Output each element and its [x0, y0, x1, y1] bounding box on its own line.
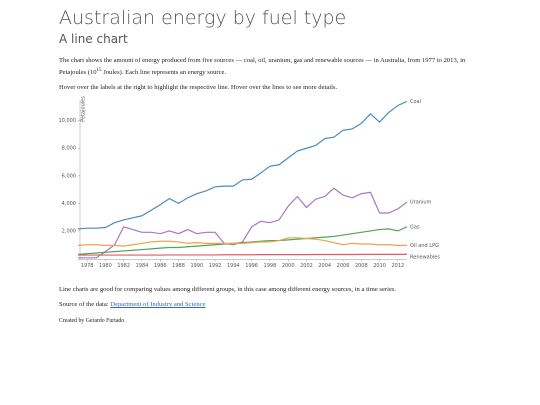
comparison-note: Line charts are good for comparing value…	[59, 286, 397, 293]
series-label: Gas	[410, 224, 420, 230]
x-tick-label: 1988	[172, 263, 185, 269]
source: Source of the data: Department of Indust…	[59, 300, 484, 310]
credit: Created by Gerardo Furtado.	[59, 318, 126, 324]
y-tick-label: 8,000	[62, 146, 76, 152]
series-label: Renewables	[410, 255, 440, 261]
x-tick-label: 2002	[300, 263, 313, 269]
chart: Petajoules 2,000 4,000 6,000 8,000 10,000 197…	[59, 96, 441, 269]
series-label: Oil and LPG	[410, 243, 439, 249]
y-tick-label: 4,000	[62, 201, 76, 207]
series-line	[78, 187, 408, 259]
hover-note: Hover over the labels at the right to hi…	[59, 84, 338, 91]
intro-text: Joules). Each line represents an energy …	[101, 69, 227, 77]
series-line	[77, 100, 408, 230]
x-tick-label: 2008	[355, 263, 368, 269]
page-title: Australian energy by fuel type	[59, 7, 347, 29]
x-tick-label: 1996	[245, 263, 258, 269]
x-tick-label: 2012	[391, 263, 404, 269]
y-tick-label: 10,000	[59, 118, 77, 124]
x-tick-label: 1980	[99, 263, 112, 269]
y-tick-label: 6,000	[62, 173, 76, 179]
x-tick-label: 2010	[373, 263, 386, 269]
x-tick-label: 1982	[117, 263, 130, 269]
intro: The chart shows the amount of energy pro…	[59, 56, 484, 78]
intro-sup: 15	[96, 68, 102, 73]
x-tick-label: 1990	[190, 263, 203, 269]
x-tick-label: 2000	[282, 263, 295, 269]
page-subtitle: A line chart	[59, 32, 128, 46]
series-line	[77, 237, 407, 247]
series-line	[77, 226, 408, 255]
y-axis-label: Petajoules	[81, 96, 87, 122]
series-label: Coal	[410, 99, 421, 105]
x-tick-label: 1986	[154, 263, 167, 269]
x-tick-label: 1978	[81, 263, 94, 269]
x-tick-label: 1992	[209, 263, 222, 269]
intro-text: The chart shows the amount of energy pro…	[59, 57, 466, 77]
x-tick-label: 2004	[318, 263, 331, 269]
x-tick-label: 1998	[264, 263, 277, 269]
series-line	[78, 253, 408, 256]
source-label: Source of the data:	[59, 301, 111, 308]
y-tick-label: 2,000	[62, 228, 76, 234]
series-label: Uranium	[410, 199, 432, 205]
x-tick-label: 1984	[136, 263, 149, 269]
x-tick-label: 2006	[337, 263, 350, 269]
x-tick-label: 1994	[227, 263, 240, 269]
source-link[interactable]: Department of Industry and Science	[110, 301, 206, 308]
